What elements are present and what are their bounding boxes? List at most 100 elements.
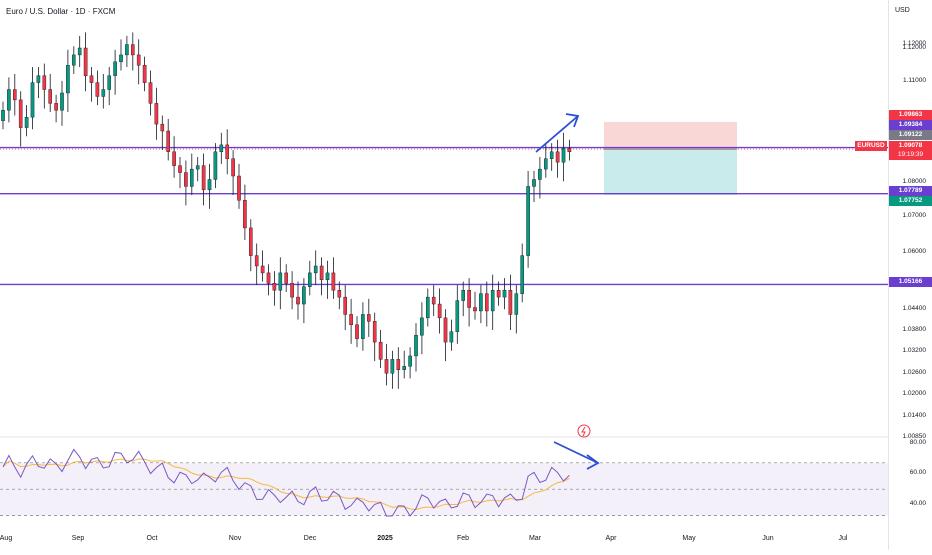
price-axis[interactable] — [888, 0, 932, 550]
time-label: Sep — [71, 535, 85, 542]
rsi-divergence-arrow — [553, 441, 599, 464]
time-label: Aug — [0, 535, 13, 542]
candle-body — [337, 290, 342, 298]
price-tick: 1.01400 — [902, 412, 927, 419]
time-label: Nov — [228, 535, 242, 542]
take-profit-label: 1.09863 — [889, 110, 932, 120]
candle-body — [325, 272, 330, 281]
price-tick: 1.02000 — [902, 390, 927, 397]
lightning-bolt — [581, 426, 586, 437]
candle-body — [526, 186, 530, 256]
candle-body — [538, 168, 542, 180]
candle-body — [219, 144, 224, 153]
candle-body — [308, 272, 312, 287]
candle-body — [95, 82, 100, 97]
candle-body — [502, 290, 507, 298]
candle-body — [414, 334, 418, 357]
candle-body — [567, 148, 572, 152]
candle-body — [237, 175, 241, 201]
candle-body — [18, 99, 23, 128]
candle-body — [490, 290, 495, 312]
candle-body — [367, 314, 371, 322]
candle-body — [284, 272, 289, 284]
price-tick: 1.03800 — [902, 326, 927, 333]
candle-body — [449, 331, 454, 343]
candle-body — [544, 158, 548, 170]
time-label: Jun — [762, 535, 774, 542]
price-chart[interactable] — [0, 0, 888, 550]
symbol-title: Euro / U.S. Dollar · 1D · FXCM — [6, 7, 116, 16]
candle-body — [260, 265, 265, 274]
candle-body — [125, 44, 129, 56]
candle-body — [331, 272, 336, 291]
stop-label: 1.07752 — [889, 196, 932, 206]
candle-body — [225, 144, 230, 159]
candle-body — [396, 359, 401, 370]
trend-arrow-head — [565, 113, 580, 128]
candle-body — [313, 265, 318, 274]
candle-body — [136, 54, 141, 66]
candle-body — [166, 130, 171, 152]
candle-body — [54, 103, 58, 111]
chart-canvas — [0, 32, 888, 517]
candle-body — [24, 116, 29, 128]
price-tick: 1.02600 — [902, 369, 927, 376]
candle-body — [302, 286, 306, 305]
candle-body — [272, 283, 277, 291]
time-label: Dec — [303, 535, 317, 542]
candle-body — [290, 283, 294, 298]
reward-zone — [604, 149, 737, 195]
candle-body — [172, 151, 176, 166]
candle-body — [107, 75, 111, 90]
currency-label[interactable]: USD — [895, 7, 910, 14]
candle-body — [71, 54, 76, 66]
candle-body — [178, 165, 182, 173]
rsi-tick: 40.00 — [909, 500, 926, 507]
candle-body — [101, 89, 106, 97]
candle-body — [561, 148, 566, 163]
candle-body — [384, 359, 389, 374]
candle-body — [408, 355, 412, 367]
candle-body — [248, 227, 253, 256]
candle-body — [296, 296, 300, 305]
candle-body — [89, 75, 94, 83]
price-tick: 1.12000 — [902, 44, 927, 51]
candle-body — [60, 92, 64, 111]
candle-body — [189, 168, 194, 187]
price-tick: 1.04400 — [902, 305, 927, 312]
candle-body — [266, 272, 271, 284]
candle-body — [461, 290, 466, 301]
candle-body — [213, 151, 218, 180]
price-tick: 1.06000 — [902, 248, 927, 255]
candle-body — [207, 179, 212, 191]
candle-body — [148, 82, 153, 104]
candle-body — [437, 303, 442, 319]
candle-body — [361, 314, 365, 339]
rsi-arrow-head — [586, 454, 600, 470]
symbol-tag[interactable]: EURUSD — [855, 141, 887, 151]
rsi-ma-line — [2, 458, 570, 511]
lightning-icon — [577, 424, 591, 438]
candle-body — [508, 290, 513, 315]
candle-body — [443, 317, 448, 343]
rsi-tick: 80.00 — [909, 439, 926, 446]
price-tick: 1.12000 — [902, 40, 927, 47]
rsi-tick: 60.00 — [909, 469, 926, 476]
candle-body — [66, 65, 70, 94]
candle-body — [48, 89, 52, 104]
rsi-line — [2, 448, 570, 517]
candle-body — [349, 314, 353, 326]
candle-body — [390, 359, 395, 374]
time-label: 2025 — [377, 535, 393, 542]
time-label: Oct — [146, 535, 158, 542]
candle-body — [154, 103, 159, 125]
candle-body — [555, 151, 560, 163]
candle-body — [467, 290, 471, 308]
candle-body — [42, 75, 47, 90]
candle-body — [496, 290, 501, 298]
time-label: Mar — [528, 535, 542, 542]
price-tick: 1.00850 — [902, 433, 927, 440]
candle-body — [160, 123, 165, 132]
candle-body — [343, 296, 348, 315]
candle-body — [243, 200, 247, 229]
